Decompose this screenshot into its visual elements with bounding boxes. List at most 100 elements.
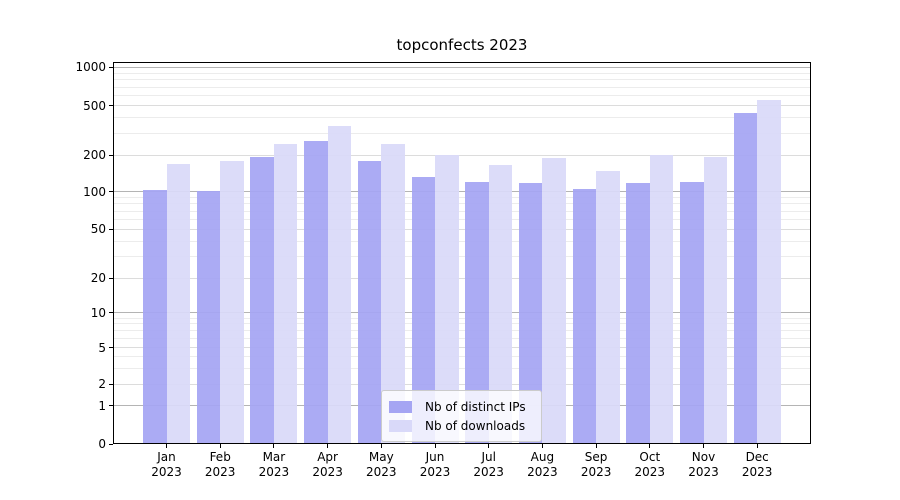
gridline-1000 <box>113 66 811 68</box>
gridline-7 <box>113 330 811 332</box>
y-tick-mark-1000 <box>109 66 113 68</box>
gridline-700 <box>113 86 811 88</box>
bar-apr-distinct-ips <box>304 140 328 444</box>
y-tick-mark-5 <box>109 347 113 349</box>
y-tick-label-0: 0 <box>98 437 106 451</box>
x-tick-label-dec: Dec 2023 <box>741 450 773 479</box>
gridline-10 <box>113 312 811 314</box>
x-tick-mark-jun <box>434 444 436 448</box>
bar-dec-distinct-ips <box>733 112 758 444</box>
gridline-30 <box>113 256 811 258</box>
gridline-900 <box>113 72 811 74</box>
bar-apr-downloads <box>327 125 352 444</box>
bar-jul-distinct-ips <box>465 181 489 444</box>
y-tick-label-10: 10 <box>90 305 106 320</box>
gridline-300 <box>113 132 811 134</box>
gridline-8 <box>113 323 811 325</box>
bar-feb-downloads <box>220 161 244 444</box>
legend-item-distinct-ips: Nb of distinct IPs <box>389 397 533 416</box>
gridline-90 <box>113 196 811 198</box>
gridline-6 <box>113 337 811 339</box>
x-tick-mark-jan <box>166 444 167 448</box>
legend-swatch-downloads <box>389 419 412 432</box>
x-tick-mark-apr <box>327 444 329 448</box>
bar-may-downloads <box>381 144 405 444</box>
bar-feb-distinct-ips <box>196 190 221 444</box>
x-tick-mark-sep <box>595 444 597 448</box>
y-tick-mark-0 <box>109 443 113 445</box>
legend-label: Nb of distinct IPs <box>425 399 526 414</box>
gridline-500 <box>113 105 811 107</box>
gridline-70 <box>113 210 811 212</box>
x-tick-mark-dec <box>756 444 758 448</box>
bar-mar-distinct-ips <box>250 157 274 444</box>
bar-oct-downloads <box>649 155 674 444</box>
legend-item-downloads: Nb of downloads <box>389 416 533 435</box>
gridline-5 <box>113 347 811 349</box>
x-tick-label-may: May 2023 <box>366 450 397 479</box>
y-tick-mark-2 <box>109 383 113 385</box>
bar-jun-distinct-ips <box>411 177 435 444</box>
bar-may-distinct-ips <box>357 160 382 444</box>
bar-mar-downloads <box>273 144 298 444</box>
bar-aug-distinct-ips <box>518 182 543 444</box>
bar-oct-distinct-ips <box>626 182 650 444</box>
gridline-9 <box>113 317 811 319</box>
gridline-400 <box>113 117 811 119</box>
legend-label: Nb of downloads <box>425 418 526 433</box>
y-tick-mark-500 <box>109 105 113 107</box>
x-tick-label-jan: Jan 2023 <box>151 450 182 479</box>
y-tick-label-5: 5 <box>98 340 106 355</box>
bar-jan-downloads <box>166 163 190 444</box>
y-tick-label-500: 500 <box>83 98 106 113</box>
x-tick-label-jun: Jun 2023 <box>419 450 451 479</box>
gridline-2 <box>113 383 811 385</box>
y-tick-mark-1 <box>109 405 113 407</box>
x-tick-mark-oct <box>649 444 651 448</box>
y-tick-mark-100 <box>109 191 113 193</box>
legend: Nb of distinct IPs Nb of downloads <box>381 390 542 442</box>
gridline-100 <box>113 191 811 193</box>
gridline-800 <box>113 79 811 81</box>
legend-swatch-distinct-ips <box>389 400 412 413</box>
bar-dec-downloads <box>757 99 781 444</box>
gridline-40 <box>113 240 811 242</box>
x-tick-mark-mar <box>273 444 275 448</box>
x-tick-mark-nov <box>703 444 704 448</box>
bar-jan-distinct-ips <box>143 190 167 444</box>
bar-aug-downloads <box>542 158 566 444</box>
y-tick-label-2: 2 <box>98 377 106 392</box>
bar-sep-distinct-ips <box>572 189 597 444</box>
y-tick-mark-200 <box>109 154 113 156</box>
gridline-200 <box>113 154 811 156</box>
x-tick-mark-aug <box>541 444 543 448</box>
y-tick-mark-20 <box>109 277 113 279</box>
x-tick-label-aug: Aug 2023 <box>527 450 558 479</box>
bar-sep-downloads <box>596 170 620 444</box>
gridline-3 <box>113 367 811 369</box>
bar-nov-distinct-ips <box>680 182 704 444</box>
x-tick-label-feb: Feb 2023 <box>204 450 236 479</box>
y-tick-mark-10 <box>109 312 113 314</box>
gridline-50 <box>113 228 811 230</box>
gridline-20 <box>113 277 811 279</box>
x-tick-label-apr: Apr 2023 <box>312 450 343 479</box>
x-tick-mark-may <box>380 444 382 448</box>
y-tick-mark-50 <box>109 228 113 230</box>
gridline-4 <box>113 356 811 358</box>
y-tick-label-1000: 1000 <box>75 60 106 75</box>
bar-nov-downloads <box>703 156 727 444</box>
x-tick-label-oct: Oct 2023 <box>634 450 666 479</box>
gridline-80 <box>113 203 811 205</box>
y-tick-label-50: 50 <box>90 222 106 237</box>
bar-jun-downloads <box>435 155 459 444</box>
bar-jul-downloads <box>488 164 513 444</box>
y-tick-label-1: 1 <box>98 398 106 413</box>
x-tick-label-nov: Nov 2023 <box>688 450 719 479</box>
y-tick-label-100: 100 <box>83 184 106 199</box>
y-tick-label-20: 20 <box>90 271 106 286</box>
y-tick-label-200: 200 <box>83 148 106 162</box>
chart-title: topconfects 2023 <box>396 36 528 54</box>
x-tick-label-jul: Jul 2023 <box>473 450 504 479</box>
